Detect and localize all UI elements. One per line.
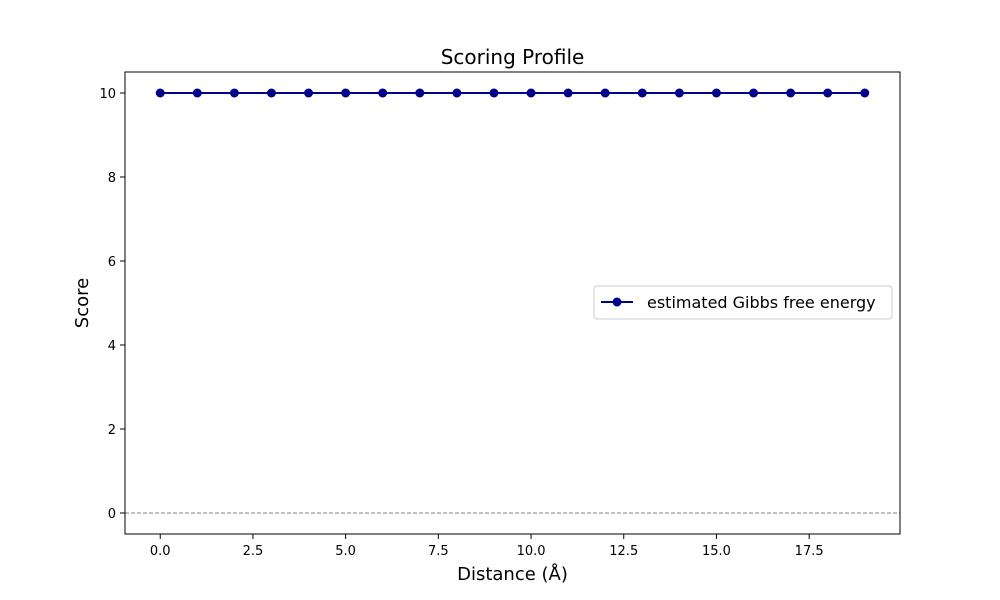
plot-area xyxy=(125,88,900,514)
x-tick-label: 5.0 xyxy=(335,544,356,559)
data-point xyxy=(155,88,165,98)
data-point xyxy=(600,88,610,98)
x-tick-label: 10.0 xyxy=(517,544,546,559)
data-point xyxy=(489,88,499,98)
y-tick-label: 0 xyxy=(108,507,116,522)
y-axis-label: Score xyxy=(72,278,93,328)
data-point xyxy=(341,88,351,98)
data-point xyxy=(860,88,870,98)
data-point xyxy=(415,88,425,98)
legend-box xyxy=(593,285,893,320)
y-axis: 0 2 4 6 8 10 xyxy=(99,87,125,522)
data-point xyxy=(711,88,721,98)
y-tick-label: 2 xyxy=(108,423,116,438)
legend: estimated Gibbs free energy xyxy=(593,285,893,320)
x-tick-label: 17.5 xyxy=(795,544,824,559)
data-point xyxy=(304,88,314,98)
axes-frame xyxy=(124,71,901,535)
x-axis-label: Distance (Å) xyxy=(457,563,568,585)
legend-label: estimated Gibbs free energy xyxy=(647,293,876,312)
data-point xyxy=(266,88,276,98)
x-tick-label: 15.0 xyxy=(702,544,731,559)
chart-title: Scoring Profile xyxy=(441,45,585,69)
data-point xyxy=(229,88,239,98)
x-tick-label: 2.5 xyxy=(243,544,264,559)
x-axis: 0.0 2.5 5.0 7.5 10.0 12.5 15.0 17.5 xyxy=(150,534,824,559)
y-tick-label: 10 xyxy=(99,87,116,102)
x-tick-label: 12.5 xyxy=(609,544,638,559)
x-tick-label: 0.0 xyxy=(150,544,171,559)
data-point xyxy=(452,88,462,98)
y-tick-label: 4 xyxy=(108,339,116,354)
data-point xyxy=(192,88,202,98)
data-point xyxy=(674,88,684,98)
data-point xyxy=(823,88,833,98)
x-tick-label: 7.5 xyxy=(428,544,449,559)
y-tick-label: 8 xyxy=(108,171,116,186)
data-point xyxy=(637,88,647,98)
data-point xyxy=(749,88,759,98)
data-point xyxy=(526,88,536,98)
data-point xyxy=(378,88,388,98)
legend-marker xyxy=(612,297,622,307)
y-tick-label: 6 xyxy=(108,255,116,270)
data-point xyxy=(786,88,796,98)
data-point xyxy=(563,88,573,98)
